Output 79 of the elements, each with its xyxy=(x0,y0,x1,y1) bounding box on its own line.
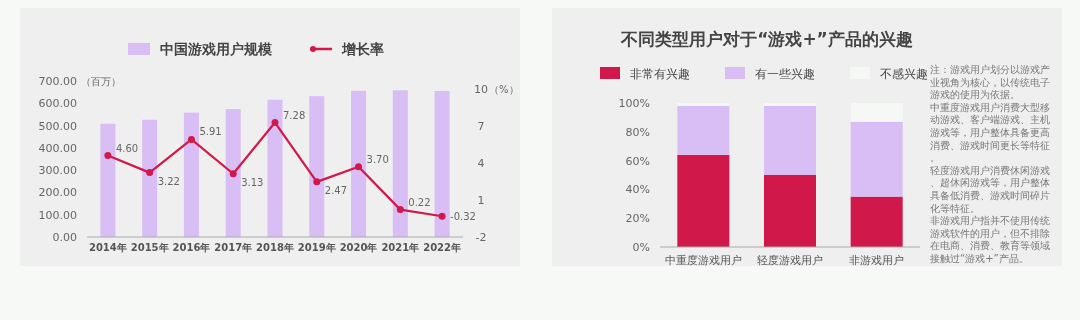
data-label: 2.47 xyxy=(324,184,348,196)
legend-label: 中国游戏用户规模 xyxy=(160,41,273,57)
bar xyxy=(677,154,730,247)
point xyxy=(187,135,195,143)
y-tick-label: 0% xyxy=(632,241,650,254)
point xyxy=(438,212,446,220)
y-tick-label: 200.00 xyxy=(38,186,77,200)
y2-tick-label: -2 xyxy=(475,231,487,244)
point xyxy=(271,119,279,127)
bar xyxy=(100,123,116,237)
point xyxy=(146,169,154,177)
y-tick-label: 0.00 xyxy=(52,231,77,244)
y-tick-label: 600.00 xyxy=(38,97,77,111)
legend-label: 不感兴趣 xyxy=(880,67,928,81)
x-tick-label: 非游戏用户 xyxy=(849,254,905,267)
chart-title: 不同类型用户对于“游戏+”产品的兴趣 xyxy=(620,29,913,49)
bar xyxy=(142,119,158,237)
y2-tick-label: 7 xyxy=(477,120,485,133)
bar xyxy=(434,91,450,237)
y2-axis-title: （%） xyxy=(489,84,519,95)
data-label: 5.91 xyxy=(199,126,222,138)
data-label: 4.60 xyxy=(115,142,139,154)
bar xyxy=(850,121,903,197)
y-tick-label: 100% xyxy=(618,97,650,110)
bar xyxy=(351,90,367,237)
x-tick-label: 2016年 xyxy=(172,242,211,253)
x-tick-label: 2018年 xyxy=(256,242,294,253)
bar xyxy=(309,96,325,237)
x-tick-label: 2014年 xyxy=(88,242,127,253)
legend-label: 增长率 xyxy=(341,41,384,57)
y-tick-label: 60% xyxy=(625,154,650,168)
bar xyxy=(392,90,408,237)
data-label: 7.28 xyxy=(283,109,306,121)
point xyxy=(229,170,237,178)
x-tick-label: 2017年 xyxy=(214,242,253,253)
data-label: -0.32 xyxy=(450,211,476,223)
bar xyxy=(677,105,730,155)
y-axis-title: （百万） xyxy=(81,76,121,87)
y-tick-label: 400.00 xyxy=(38,141,77,155)
point xyxy=(396,206,404,214)
point xyxy=(313,178,321,186)
bar xyxy=(225,109,241,237)
y-tick-label: 100.00 xyxy=(38,208,77,222)
legend-label: 非常有兴趣 xyxy=(630,67,690,81)
bar xyxy=(183,112,199,237)
text: 中重度游戏用户消费大型移动游戏、客户端游戏、主机游戏等，用户整体具备更高消费、游戏时间更长等特征。 xyxy=(930,101,1050,164)
bar xyxy=(764,103,816,106)
text: 轻度游戏用户消费休闲游戏、超休闲游戏等，用户整体具备低消费、游戏时间碎片化等特征。 xyxy=(930,164,1050,214)
data-label: 3.22 xyxy=(157,175,180,187)
y2-tick-label: 10 xyxy=(474,83,488,96)
bar xyxy=(267,99,283,237)
data-label: 3.13 xyxy=(241,176,264,188)
y2-tick-label: 4 xyxy=(477,157,485,170)
point xyxy=(104,152,112,160)
y-tick-label: 700.00 xyxy=(38,75,77,88)
data-label: 0.22 xyxy=(408,196,431,208)
y-tick-label: 20% xyxy=(625,212,650,226)
bar xyxy=(850,103,903,122)
y2-tick-label: 1 xyxy=(477,194,485,207)
text: 非游戏用户指并不使用传统游戏软件的用户，但不排除在电商、消费、教育等领域接触过“游戏+”产品。 xyxy=(930,215,1050,264)
x-tick-label: 2019年 xyxy=(297,242,336,253)
y-tick-label: 80% xyxy=(625,125,650,139)
bar xyxy=(677,103,730,106)
y-tick-label: 500.00 xyxy=(38,119,77,133)
bar xyxy=(850,196,903,247)
bar xyxy=(764,105,816,175)
point xyxy=(355,163,363,171)
data-label: 3.70 xyxy=(366,153,389,165)
x-tick-label: 2022年 xyxy=(423,242,462,253)
bar xyxy=(764,175,816,247)
x-tick-label: 2020年 xyxy=(339,242,378,253)
y-tick-label: 300.00 xyxy=(38,164,77,178)
text: 注：游戏用户划分以游戏产业视角为核心，以传统电子游戏的使用为依据。 xyxy=(930,64,1050,101)
legend-label: 有一些兴趣 xyxy=(755,67,815,81)
x-tick-label: 2021年 xyxy=(381,242,420,253)
x-tick-label: 轻度游戏用户 xyxy=(757,254,823,267)
y-tick-label: 40% xyxy=(625,183,650,197)
x-tick-label: 2015年 xyxy=(130,242,169,253)
x-tick-label: 中重度游戏用户 xyxy=(664,254,742,267)
